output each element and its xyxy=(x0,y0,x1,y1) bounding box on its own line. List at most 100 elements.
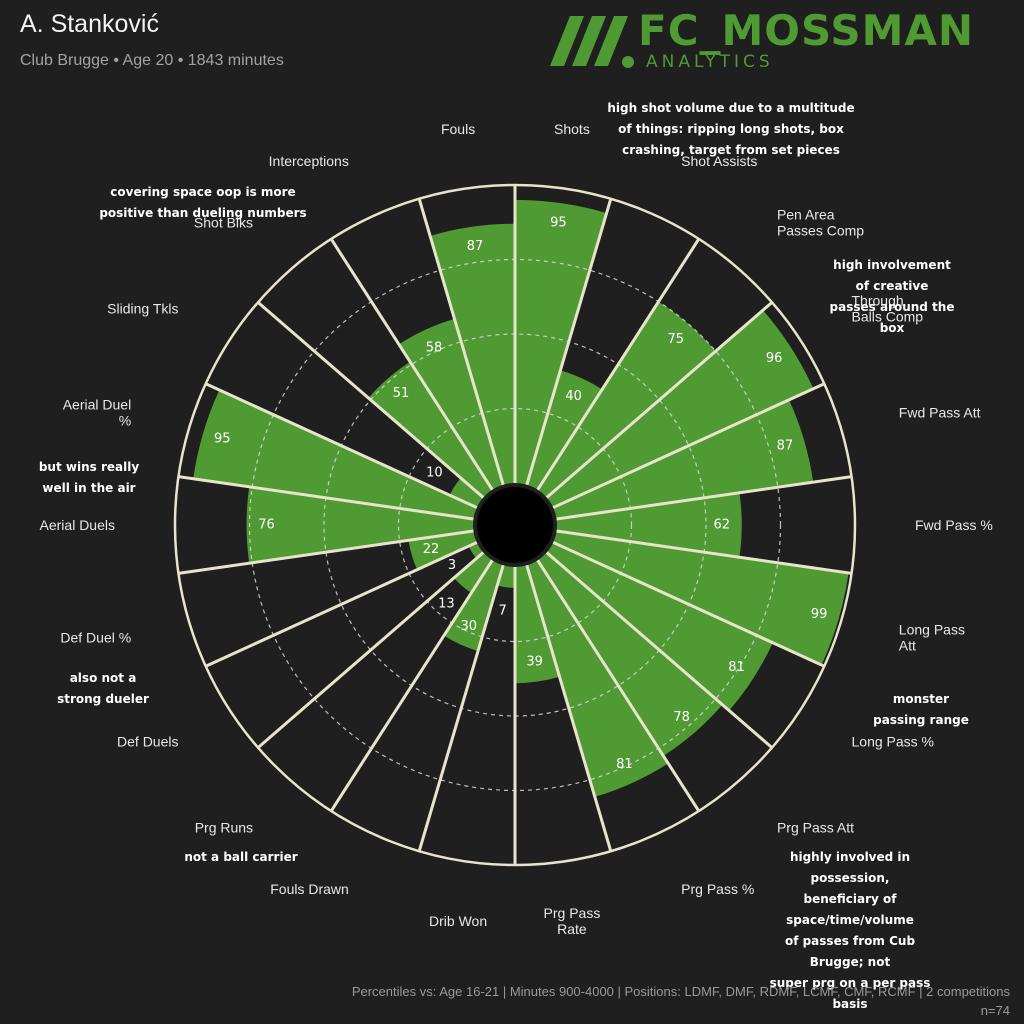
radar-spoke xyxy=(205,541,478,668)
radar-spoke xyxy=(525,564,613,852)
radar-spoke xyxy=(178,529,474,575)
radar-bar xyxy=(368,361,493,498)
radar-spoke xyxy=(417,198,505,486)
radar-spoke xyxy=(205,382,478,509)
radar-category-label: Shot Assists xyxy=(681,153,757,169)
radar-category-label: Prg Pass Rate xyxy=(544,905,601,937)
radar-value-label: 87 xyxy=(467,239,484,254)
radar-value-label: 39 xyxy=(526,654,543,669)
radar-category-label: Interceptions xyxy=(269,153,349,169)
radar-spoke xyxy=(536,559,701,812)
radar-category-labels: Shots Shot Assists Pen Area Passes Comp Thro… xyxy=(40,121,993,937)
radar-spoke xyxy=(545,301,773,499)
radar-value-label: 62 xyxy=(713,518,730,533)
radar-spoke xyxy=(525,198,613,486)
radar-spoke xyxy=(257,551,485,749)
radar-bar xyxy=(398,318,504,490)
radar-bar xyxy=(556,492,742,558)
radar-category-label: Fwd Pass Att xyxy=(899,404,981,420)
radar-center-hub xyxy=(477,487,553,563)
radar-value-label: 95 xyxy=(214,432,231,447)
radar-value-label: 3 xyxy=(448,558,456,573)
radar-category-label: Fwd Pass % xyxy=(915,517,993,533)
radar-spoke xyxy=(536,238,701,491)
radar-spoke xyxy=(545,551,773,749)
radar-category-label: Def Duels xyxy=(117,733,178,749)
radar-value-label: 96 xyxy=(766,351,783,366)
annotation-creative-passes: high involvement of creative passes arou… xyxy=(829,258,955,335)
annotation-passing-range: monster passing range xyxy=(873,692,969,727)
radar-value-label: 51 xyxy=(393,386,410,401)
radar-bar xyxy=(430,223,515,485)
radar-value-label: 99 xyxy=(811,607,828,622)
radar-center xyxy=(477,487,553,563)
radar-spoke xyxy=(552,541,825,668)
footer-note: Percentiles vs: Age 16-21 | Minutes 900-… xyxy=(351,984,1010,999)
radar-category-label: Pen Area Passes Comp xyxy=(777,207,864,239)
radar-grid-ring xyxy=(397,407,633,643)
radar-spoke xyxy=(329,238,494,491)
radar-bar xyxy=(449,477,484,508)
radar-category-label: Fouls xyxy=(441,121,475,137)
radar-bar xyxy=(193,389,477,520)
brand-logo: FC_MOSSMAN ANALYTICS xyxy=(540,6,1020,76)
radar-bars xyxy=(193,199,849,797)
radar-spoke xyxy=(329,559,494,812)
radar-bar xyxy=(453,552,493,593)
radar-spoke xyxy=(417,564,505,852)
radar-category-label: Aerial Duel% xyxy=(63,396,131,428)
radar-value-label: 87 xyxy=(777,438,794,453)
radar-value-label: 81 xyxy=(616,757,633,772)
radar-bar xyxy=(546,542,773,711)
radar-bar xyxy=(537,301,716,498)
logo-mark-icon xyxy=(550,16,634,68)
player-name: A. Stanković xyxy=(20,10,159,38)
radar-category-label: Through Balls Comp xyxy=(852,293,924,325)
radar-bar xyxy=(553,530,849,666)
radar-category-label: Prg Pass Att xyxy=(777,819,854,835)
radar-value-label: 40 xyxy=(565,389,582,404)
radar-bar xyxy=(443,560,504,652)
radar-value-label: 7 xyxy=(498,603,506,618)
radar-value-label: 13 xyxy=(438,597,455,612)
radar-bar xyxy=(553,399,814,520)
radar-category-label: Fouls Drawn xyxy=(270,881,349,897)
radar-bar xyxy=(515,199,607,485)
radar-category-label: Aerial Duels xyxy=(40,517,115,533)
radar-value-label: 22 xyxy=(423,542,440,557)
radar-bar xyxy=(515,565,560,684)
radar-value-label: 95 xyxy=(550,216,567,231)
radar-value-label: 76 xyxy=(258,518,275,533)
radar-value-label: 10 xyxy=(426,466,443,481)
radar-category-label: Def Duel % xyxy=(60,630,131,646)
footer-sample-size: n=74 xyxy=(980,1003,1010,1018)
radar-category-label: Shot Blks xyxy=(194,215,253,231)
radar-value-label: 75 xyxy=(667,332,684,347)
radar-bar xyxy=(537,552,723,756)
radar-spoke xyxy=(552,382,825,509)
radar-category-label: Shots xyxy=(554,121,590,137)
radar-bar xyxy=(546,310,814,508)
annotation-aerial: but wins really well in the air xyxy=(38,460,140,495)
radar-value-labels: 95 40 75 96 87 62 99 81 78 81 39 7 30 13 3 22 76 95 10 51 58… xyxy=(214,216,827,773)
annotation-shots: high shot volume due to a multitude of t… xyxy=(607,101,855,157)
radar-spoke xyxy=(178,475,474,521)
radar-spoke xyxy=(556,529,852,575)
radar-bar xyxy=(408,530,477,570)
radar-category-label: Prg Runs xyxy=(195,819,253,835)
radar-bar xyxy=(246,486,474,564)
radar-spoke xyxy=(556,475,852,521)
logo-wordmark: FC_MOSSMAN xyxy=(638,6,975,55)
radar-spoke xyxy=(257,301,485,499)
radar-category-label: Drib Won xyxy=(429,913,487,929)
radar-spokes xyxy=(178,185,852,865)
radar-value-label: 78 xyxy=(673,710,690,725)
annotation-possession: highly involved in possession, beneficia… xyxy=(769,850,931,1011)
annotation-covering-space: covering space oop is more positive than… xyxy=(99,185,307,220)
radar-category-label: Prg Pass % xyxy=(681,881,754,897)
radar-category-label: Long Pass Att xyxy=(899,622,965,654)
annotation-ball-carrier: not a ball carrier xyxy=(184,850,298,864)
radar-value-label: 81 xyxy=(728,660,745,675)
